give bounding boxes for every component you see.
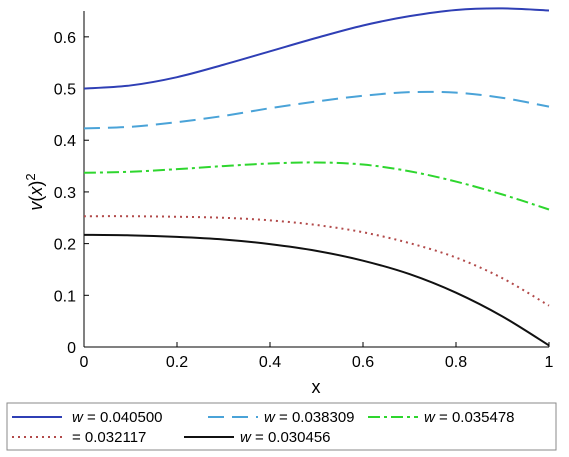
legend-var-1: w xyxy=(72,409,84,426)
x-axis-title: x xyxy=(312,377,321,397)
series-lines xyxy=(83,7,550,347)
y-tick-label: 0.2 xyxy=(54,237,76,254)
x-tick-label: 0 xyxy=(80,354,89,371)
y-axis-title-v: v xyxy=(26,201,46,211)
series-line-2 xyxy=(83,90,550,130)
legend-value-3: = 0.035478 xyxy=(435,409,515,426)
y-tick-label: 0.3 xyxy=(54,185,76,202)
x-tick-label: 0.8 xyxy=(445,354,467,371)
legend-label-4: = 0.032117 xyxy=(72,429,146,446)
legend-value-4: = 0.032117 xyxy=(72,429,146,446)
y-axis-title-sup: 2 xyxy=(23,173,38,180)
legend-var-5: w xyxy=(240,429,252,446)
y-tick-label: 0.4 xyxy=(54,133,76,150)
legend: w = 0.040500 w = 0.038309 w = 0.035478= 0.… xyxy=(6,402,557,451)
legend-label-3: w = 0.035478 xyxy=(424,409,515,426)
y-axis-title-close: ) xyxy=(26,181,46,187)
axes: 0 0.2 0.4 0.6 0.8 1 0 0.1 0.2 0.3 0.4 0.5 0.6 xyxy=(54,11,554,371)
x-tick-label: 0.2 xyxy=(166,354,188,371)
y-axis-title-x: x xyxy=(26,186,46,197)
legend-label-2: w = 0.038309 xyxy=(264,409,355,426)
y-tick-label: 0 xyxy=(67,340,76,357)
y-tick-label: 0.5 xyxy=(54,82,76,99)
legend-label-1: w = 0.040500 xyxy=(72,409,163,426)
y-axis-title: v(x)2 xyxy=(23,173,46,210)
x-tick-label: 1 xyxy=(545,354,554,371)
y-tick-label: 0.1 xyxy=(54,288,76,305)
legend-value-5: = 0.030456 xyxy=(251,429,331,446)
series-line-5 xyxy=(83,233,550,347)
legend-var-3: w xyxy=(424,409,436,426)
series-line-1 xyxy=(83,7,550,90)
legend-label-5: w = 0.030456 xyxy=(240,429,331,446)
y-tick-label: 0.6 xyxy=(54,30,76,47)
y-axis-title-open: ( xyxy=(26,196,46,202)
x-tick-label: 0.6 xyxy=(352,354,374,371)
legend-value-1: = 0.040500 xyxy=(83,409,163,426)
legend-box xyxy=(6,402,557,451)
series-line-3 xyxy=(83,161,550,211)
series-line-4 xyxy=(83,215,550,307)
legend-var-2: w xyxy=(264,409,276,426)
x-tick-label: 0.4 xyxy=(259,354,281,371)
legend-value-2: = 0.038309 xyxy=(275,409,355,426)
